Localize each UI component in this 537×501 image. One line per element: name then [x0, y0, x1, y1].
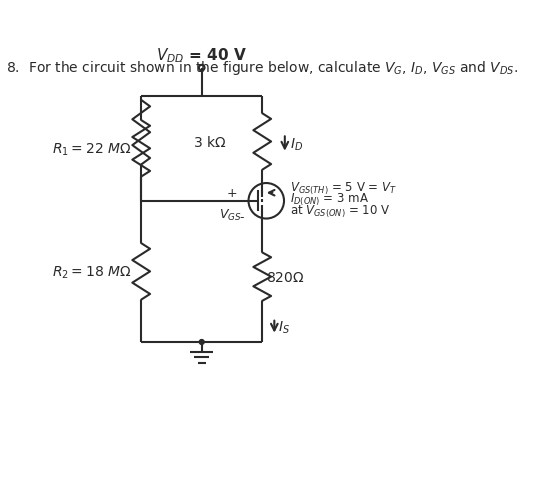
Text: 8.  For the circuit shown in the figure below, calculate $V_G$, $I_D$, $V_{GS}$ : 8. For the circuit shown in the figure b… [6, 59, 519, 77]
Text: at $V_{GS(ON)}$ = 10 V: at $V_{GS(ON)}$ = 10 V [291, 203, 391, 219]
Text: $V_{DD}$ = 40 V: $V_{DD}$ = 40 V [156, 47, 247, 65]
Text: $I_D$: $I_D$ [289, 136, 303, 152]
Text: $I_S$: $I_S$ [278, 319, 291, 335]
Text: $V_{GS}$: $V_{GS}$ [220, 207, 242, 222]
Circle shape [199, 340, 204, 345]
Text: -: - [240, 210, 244, 223]
Text: $R_2 = 18\ M\Omega$: $R_2 = 18\ M\Omega$ [52, 264, 132, 280]
Text: $V_{GS(TH)}$ = 5 V = $V_T$: $V_{GS(TH)}$ = 5 V = $V_T$ [291, 180, 397, 197]
Text: $I_{D(ON)}$ = 3 mA: $I_{D(ON)}$ = 3 mA [291, 191, 369, 208]
Text: $R_1 = 22\ M\Omega$: $R_1 = 22\ M\Omega$ [52, 141, 132, 157]
Text: 820$\Omega$: 820$\Omega$ [266, 270, 305, 284]
Text: 3 k$\Omega$: 3 k$\Omega$ [193, 135, 226, 150]
Text: +: + [227, 187, 238, 200]
